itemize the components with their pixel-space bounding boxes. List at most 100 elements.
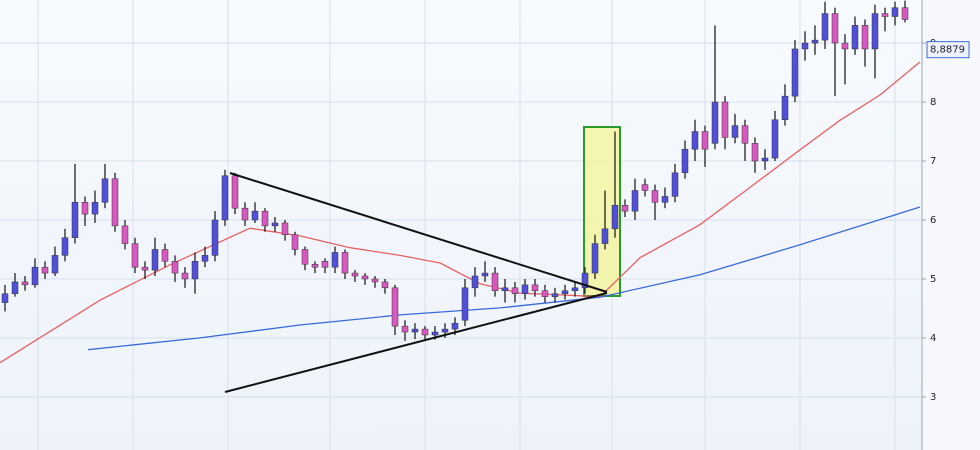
candle-body <box>221 175 229 221</box>
candle-body <box>181 272 189 280</box>
candle-body <box>421 328 429 336</box>
candle-body <box>751 143 759 162</box>
candle-body <box>701 131 709 150</box>
candle-body <box>731 125 739 138</box>
y-tick-label: 4 <box>930 333 936 344</box>
candle-body <box>61 237 69 256</box>
candle-body <box>251 210 259 221</box>
candle-body <box>271 222 279 227</box>
candle-body <box>771 119 779 159</box>
candle-body <box>111 178 119 227</box>
trendline-upper <box>229 172 608 293</box>
candle-body <box>451 322 459 330</box>
candle-body <box>461 287 469 321</box>
candle-body <box>781 95 789 120</box>
candle-body <box>91 202 99 215</box>
highlight-box <box>583 126 621 297</box>
last-value-label: 8,8879 <box>930 45 965 56</box>
candle-body <box>131 243 139 268</box>
moving-averages <box>0 61 921 364</box>
candle-body <box>661 196 669 203</box>
candle-body <box>831 13 839 44</box>
candle-body <box>311 263 319 268</box>
candle-body <box>521 284 529 294</box>
candle-body <box>201 255 209 262</box>
plot-area <box>0 0 922 450</box>
candle-body <box>611 204 619 230</box>
candle-body <box>531 284 539 292</box>
y-tick-label: 7 <box>930 156 936 167</box>
candle-body <box>691 131 699 150</box>
candle-body <box>281 222 289 235</box>
candle-body <box>601 228 609 244</box>
candle-body <box>391 287 399 327</box>
candle-body <box>901 7 909 20</box>
vertical-grid <box>37 0 896 450</box>
candle-body <box>761 157 769 162</box>
candle-body <box>841 42 849 50</box>
candle-body <box>71 202 79 238</box>
candle-body <box>511 287 519 294</box>
candle-body <box>651 190 659 203</box>
candle-body <box>41 266 49 274</box>
candle-body <box>561 290 569 294</box>
candle-body <box>431 331 439 336</box>
candle-body <box>101 178 109 203</box>
candle-body <box>471 275 479 289</box>
candle-body <box>361 275 369 280</box>
candle-body <box>241 207 249 221</box>
candle-body <box>21 281 29 286</box>
candle-body <box>501 287 509 292</box>
candle-body <box>161 249 169 262</box>
candle-body <box>351 272 359 277</box>
candle-body <box>641 184 649 191</box>
candle-body <box>411 328 419 333</box>
candle-body <box>1 293 9 303</box>
trendline-lower <box>224 292 608 393</box>
candle-body <box>861 25 869 50</box>
candle-body <box>321 261 329 268</box>
candle-body <box>51 255 59 274</box>
candle-body <box>481 272 489 277</box>
candle-body <box>81 202 89 215</box>
candle-body <box>631 190 639 212</box>
candle-body <box>231 175 239 209</box>
candle-body <box>741 125 749 144</box>
candle-body <box>291 234 299 250</box>
candle-body <box>891 7 899 17</box>
candle-body <box>151 249 159 271</box>
candle-body <box>141 266 149 271</box>
candle-body <box>191 261 199 280</box>
candle-body <box>811 39 819 44</box>
last-value-box <box>926 41 970 59</box>
y-tick-label: 6 <box>930 215 936 226</box>
candle-body <box>551 293 559 297</box>
candle-body <box>681 148 689 174</box>
moving-average <box>87 206 921 351</box>
moving-average <box>0 61 921 364</box>
candle-body <box>581 272 589 289</box>
candle-body <box>301 249 309 265</box>
candle-body <box>211 219 219 256</box>
candle-body <box>381 281 389 289</box>
y-axis: 34567898,8879 <box>922 38 970 403</box>
candle-body <box>171 261 179 274</box>
axis-area <box>922 0 980 450</box>
candle-body <box>261 210 269 227</box>
candle-body <box>441 328 449 333</box>
candle-body <box>711 101 719 144</box>
candle-body <box>621 204 629 212</box>
candle-body <box>401 325 409 333</box>
candle-body <box>881 13 889 17</box>
candle-body <box>331 252 339 268</box>
candle-body <box>371 278 379 283</box>
y-tick-label: 5 <box>930 274 936 285</box>
candle-body <box>31 266 39 286</box>
y-tick-label: 3 <box>930 392 936 403</box>
candle-body <box>721 101 729 138</box>
candle-body <box>791 48 799 97</box>
candles <box>1 0 909 341</box>
candle-body <box>491 272 499 292</box>
candle-body <box>571 287 579 292</box>
